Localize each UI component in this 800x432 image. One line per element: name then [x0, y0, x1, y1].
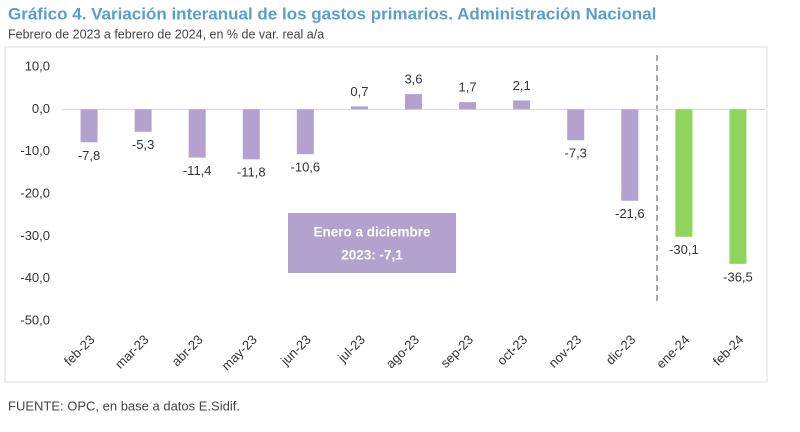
- bar: [567, 109, 585, 141]
- y-tick-label: -50,0: [20, 312, 50, 327]
- value-label: 0,7: [350, 84, 368, 99]
- chart-subtitle: Febrero de 2023 a febrero de 2024, en % …: [8, 27, 324, 41]
- bar: [405, 94, 422, 110]
- bar: [134, 109, 152, 132]
- x-tick-label: feb-23: [61, 332, 98, 369]
- chart-title: Gráfico 4. Variación interanual de los g…: [8, 4, 656, 23]
- value-label: 2,1: [513, 78, 531, 93]
- bar: [729, 109, 747, 264]
- x-tick-label: oct-23: [494, 332, 530, 368]
- value-label: -7,3: [565, 146, 587, 161]
- bar: [188, 109, 206, 158]
- y-tick-label: -40,0: [20, 270, 50, 285]
- value-label: -36,5: [723, 269, 753, 284]
- value-label: -11,8: [237, 165, 266, 180]
- source: FUENTE: OPC, en base a datos E.Sidif.: [8, 398, 240, 413]
- value-label: 3,6: [404, 72, 422, 87]
- x-tick-label: ene-24: [653, 332, 692, 371]
- x-tick-label: feb-24: [710, 332, 747, 369]
- y-tick-label: -10,0: [20, 143, 50, 158]
- bar: [296, 109, 314, 155]
- value-label: 1,7: [459, 80, 477, 95]
- bar: [459, 102, 477, 110]
- x-tick-label: may-23: [219, 332, 260, 373]
- x-tick-label: abr-23: [169, 332, 206, 369]
- bar: [242, 109, 260, 160]
- value-label: -7,8: [78, 148, 100, 163]
- x-tick-label: mar-23: [112, 332, 152, 372]
- bar: [675, 109, 693, 237]
- annotation: Enero a diciembre: [313, 225, 431, 240]
- bar: [350, 106, 368, 110]
- bar: [80, 109, 98, 143]
- bar: [513, 100, 531, 110]
- value-label: -21,6: [615, 206, 645, 221]
- x-tick-label: sep-23: [437, 332, 476, 371]
- x-tick-label: dic-23: [603, 332, 639, 368]
- y-tick-label: 10,0: [25, 58, 50, 73]
- y-tick-label: -30,0: [20, 228, 50, 243]
- y-tick-label: -20,0: [20, 185, 50, 200]
- x-tick-label: ago-23: [383, 332, 422, 371]
- chart-frame: [4, 46, 768, 383]
- x-tick-label: jul-23: [334, 332, 368, 366]
- x-tick-label: jun-23: [277, 332, 314, 369]
- value-label: -5,3: [132, 137, 154, 152]
- value-label: -10,6: [291, 160, 321, 175]
- annotation: 2023: -7,1: [341, 248, 403, 263]
- annotation-box: [288, 213, 456, 273]
- x-tick-label: nov-23: [546, 332, 585, 371]
- value-label: -11,4: [183, 163, 212, 178]
- bar: [621, 109, 639, 201]
- value-label: -30,1: [669, 242, 699, 257]
- y-tick-label: 0,0: [32, 101, 50, 116]
